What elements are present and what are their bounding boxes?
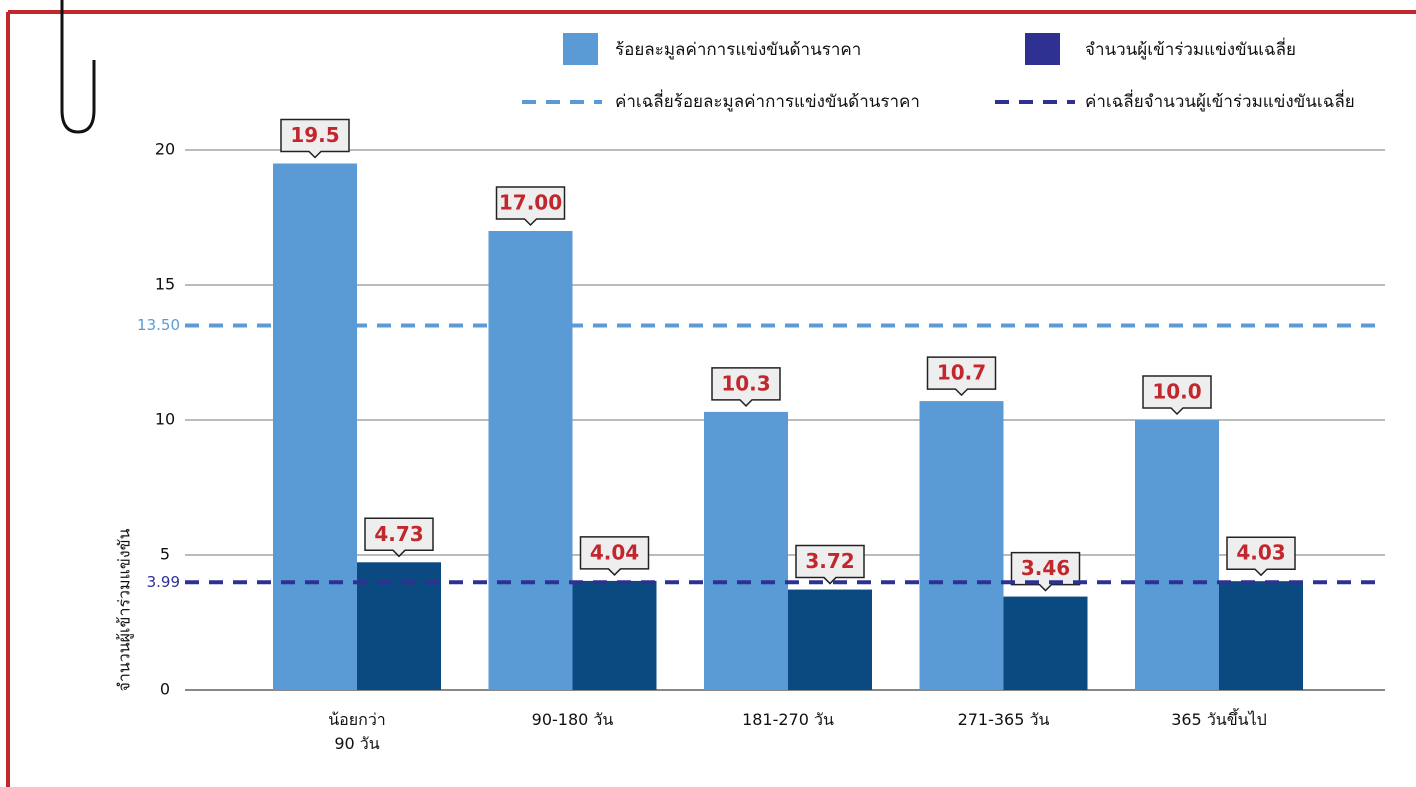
reference-label: 3.99 (147, 573, 180, 591)
value-label: 4.03 (1236, 541, 1285, 565)
value-label: 4.04 (590, 540, 639, 564)
value-label-box (280, 118, 350, 159)
x-tick-label: 365 วันขึ้นไป (1171, 710, 1267, 729)
bar (1003, 596, 1088, 690)
y-tick-label: 15 (155, 275, 175, 294)
reference-label: 13.50 (137, 316, 180, 334)
value-label-box (579, 536, 650, 576)
value-label: 19.5 (290, 123, 339, 147)
value-label: 3.46 (1021, 556, 1070, 580)
y-tick-label: 20 (155, 140, 175, 159)
legend-label: ค่าเฉลี่ยร้อยละมูลค่าการแข่งขันด้านราคา (615, 89, 920, 112)
value-label-box (926, 356, 997, 397)
y-tick-label: 0 (160, 680, 170, 699)
legend-label: ร้อยละมูลค่าการแข่งขันด้านราคา (615, 40, 861, 60)
value-label-box (495, 186, 566, 227)
bar (1219, 581, 1303, 690)
x-tick-label: 90-180 วัน (531, 710, 614, 729)
legend-swatch (563, 33, 598, 65)
value-label: 17.00 (499, 191, 562, 215)
bar (488, 231, 573, 690)
bar (1135, 420, 1219, 690)
y-axis-label: จำนวนผู้เข้าร่วมแข่งขัน (115, 528, 135, 691)
legend-label: จำนวนผู้เข้าร่วมแข่งขันเฉลี่ย (1085, 37, 1296, 60)
x-tick-label: น้อยกว่า 90 วัน (328, 710, 386, 753)
clip-icon (60, 0, 96, 134)
value-label: 10.7 (937, 361, 986, 385)
legend-swatch (1025, 33, 1060, 65)
bar (572, 580, 657, 690)
x-tick-label: 271-365 วัน (957, 710, 1050, 729)
y-tick-label: 10 (155, 410, 175, 429)
value-label: 10.3 (721, 371, 770, 395)
value-label-box (1226, 536, 1296, 577)
value-label-box (1142, 375, 1212, 416)
bar (788, 589, 872, 690)
y-tick-label: 5 (160, 545, 170, 564)
bar (273, 163, 357, 690)
value-label-box (364, 517, 434, 558)
value-label-box (711, 367, 781, 407)
bar (704, 411, 788, 690)
legend-label: ค่าเฉลี่ยจำนวนผู้เข้าร่วมแข่งขันเฉลี่ย (1085, 89, 1355, 112)
value-label: 10.0 (1152, 380, 1201, 404)
bar (919, 401, 1004, 690)
value-label: 3.72 (805, 549, 854, 573)
x-tick-label: 181-270 วัน (742, 710, 834, 729)
value-label: 4.73 (374, 522, 423, 546)
